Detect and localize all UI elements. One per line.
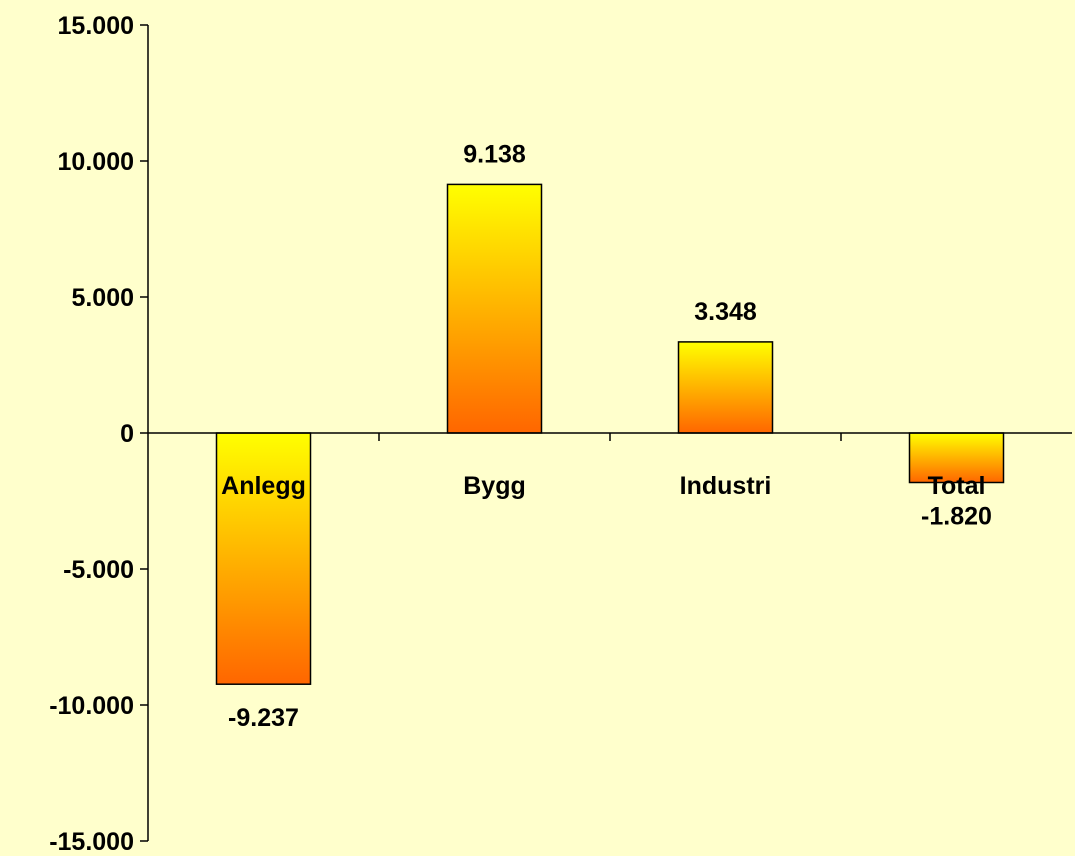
category-label-anlegg: Anlegg bbox=[221, 472, 306, 500]
axes-layer bbox=[140, 24, 1072, 842]
y-tick-label: 15.000 bbox=[58, 12, 134, 40]
bars-layer bbox=[215, 183, 1005, 685]
y-tick-label: -5.000 bbox=[63, 556, 134, 584]
category-label-total: Total bbox=[928, 472, 986, 500]
y-tick-label: -10.000 bbox=[49, 692, 134, 720]
data-label-anlegg: -9.237 bbox=[228, 704, 299, 732]
bar-anlegg bbox=[215, 432, 312, 685]
category-label-bygg: Bygg bbox=[463, 472, 526, 500]
bar-industri bbox=[677, 341, 774, 434]
y-tick-label: 5.000 bbox=[71, 284, 134, 312]
bar-bygg bbox=[446, 183, 543, 434]
data-label-bygg: 9.138 bbox=[463, 140, 526, 168]
labels-layer: 15.000 10.000 5.000 0 -5.000 -10.000 -15.000 An… bbox=[49, 12, 992, 856]
data-label-total: -1.820 bbox=[921, 503, 992, 531]
y-tick-label: 10.000 bbox=[58, 148, 134, 176]
bar-total bbox=[908, 432, 1005, 484]
data-label-industri: 3.348 bbox=[694, 298, 757, 326]
y-tick-label: -15.000 bbox=[49, 828, 134, 856]
y-tick-label: 0 bbox=[120, 420, 134, 448]
category-label-industri: Industri bbox=[680, 472, 772, 500]
